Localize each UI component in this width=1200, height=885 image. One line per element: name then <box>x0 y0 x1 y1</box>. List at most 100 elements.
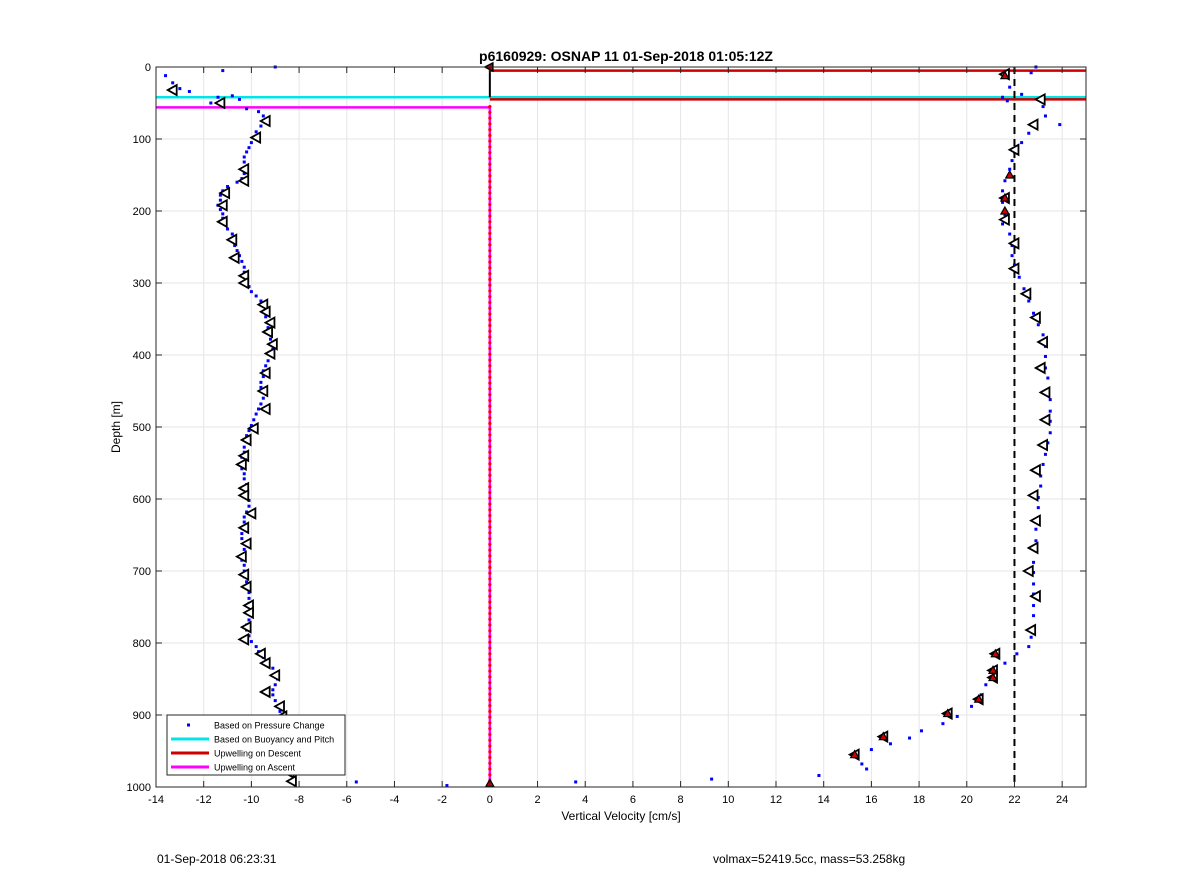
pressure-change-point <box>1003 179 1007 183</box>
buoyancy-pitch-marker <box>237 449 250 463</box>
pressure-change-point <box>1041 333 1045 337</box>
y-tick-label: 800 <box>133 638 151 650</box>
ascent-upwelling-point <box>488 727 492 731</box>
buoyancy-pitch-marker <box>1026 541 1039 555</box>
ascent-upwelling-point <box>488 335 492 339</box>
ascent-upwelling-point <box>488 715 492 719</box>
x-tick-label: 8 <box>678 794 684 806</box>
ascent-upwelling-point <box>488 485 492 489</box>
ascent-upwelling-point <box>488 709 492 714</box>
ascent-upwelling-point <box>488 260 492 264</box>
ascent-upwelling-point <box>488 462 492 466</box>
pressure-change-point <box>242 515 246 519</box>
buoyancy-pitch-marker <box>237 276 250 290</box>
ascent-upwelling-point <box>488 473 492 477</box>
pressure-change-point <box>235 180 239 184</box>
ascent-upwelling-point <box>488 571 492 575</box>
pressure-change-point <box>247 146 251 150</box>
ascent-upwelling-point <box>488 606 492 610</box>
ascent-upwelling-point <box>488 450 492 454</box>
pressure-change-point <box>240 532 244 536</box>
footer-timestamp: 01-Sep-2018 06:23:31 <box>157 852 277 866</box>
ascent-upwelling-point <box>488 560 492 564</box>
pressure-change-point <box>247 591 251 595</box>
ascent-upwelling-point <box>488 323 492 328</box>
pressure-change-point <box>1001 222 1005 226</box>
pressure-change-point <box>278 709 282 713</box>
ascent-upwelling-point <box>488 629 492 633</box>
x-axis-label: Vertical Velocity [cm/s] <box>561 809 680 823</box>
pressure-change-point <box>1029 71 1033 75</box>
ascent-upwelling-point <box>488 755 492 760</box>
ascent-upwelling-point <box>488 744 492 748</box>
pressure-change-point <box>209 101 213 105</box>
ascent-upwelling-point <box>488 249 492 253</box>
pressure-change-point <box>1008 85 1012 89</box>
ascent-upwelling-point <box>488 145 492 149</box>
ascent-upwelling-point <box>488 122 492 126</box>
ascent-upwelling-point <box>488 116 492 120</box>
ascent-upwelling-point <box>488 156 492 161</box>
ascent-upwelling-point <box>488 283 492 287</box>
pressure-change-point <box>264 315 268 319</box>
buoyancy-pitch-marker <box>1038 385 1051 399</box>
pressure-change-point <box>1041 105 1045 109</box>
pressure-change-point <box>1027 645 1031 649</box>
pressure-change-point <box>1032 614 1036 618</box>
buoyancy-pitch-marker <box>1033 361 1046 375</box>
ascent-upwelling-point <box>488 479 492 483</box>
ascent-upwelling-point <box>488 352 492 356</box>
buoyancy-pitch-marker <box>258 114 271 128</box>
ascent-upwelling-point <box>488 721 492 725</box>
ascent-upwelling-point <box>488 767 492 771</box>
descent-upwelling-marker <box>999 192 1010 202</box>
ascent-upwelling-point <box>488 508 492 512</box>
pressure-change-point <box>259 385 263 389</box>
legend: Based on Pressure Change Based on Buoyanc… <box>166 714 346 776</box>
grid <box>155 66 1086 788</box>
ascent-upwelling-point <box>488 387 492 391</box>
ascent-upwelling-point <box>488 542 492 546</box>
pressure-change-point <box>259 380 263 384</box>
pressure-change-point <box>242 520 246 524</box>
pressure-change-point <box>1034 527 1038 531</box>
buoyancy-pitch-marker <box>1033 92 1046 106</box>
pressure-change-point <box>164 74 168 78</box>
legend-label: Upwelling on Descent <box>214 749 302 759</box>
pressure-change-point <box>252 418 256 422</box>
ascent-upwelling-point <box>488 617 492 621</box>
pressure-change-point <box>226 185 230 189</box>
pressure-change-point <box>574 780 578 784</box>
descent-upwelling-marker <box>878 731 889 741</box>
buoyancy-pitch-marker <box>234 457 247 471</box>
y-tick-label: 1000 <box>127 782 151 794</box>
pressure-change-point <box>261 114 265 118</box>
pressure-change-point <box>1046 376 1050 380</box>
pressure-change-point <box>1001 95 1005 99</box>
pressure-change-point <box>919 729 923 733</box>
pressure-change-point <box>237 97 241 101</box>
pressure-change-point <box>247 429 251 433</box>
ascent-upwelling-point <box>488 151 492 155</box>
buoyancy-pitch-marker <box>1029 463 1041 477</box>
pressure-change-point <box>242 160 246 164</box>
ascent-upwelling-point <box>488 277 492 281</box>
buoyancy-pitch-marker <box>239 580 252 594</box>
pressure-change-point <box>1015 652 1019 656</box>
ascent-upwelling-point <box>488 669 492 673</box>
ascent-upwelling-point <box>488 358 492 362</box>
ascent-upwelling-point <box>488 133 492 137</box>
pressure-change-point <box>1003 661 1007 665</box>
buoyancy-pitch-marker <box>213 96 226 110</box>
ascent-upwelling-point <box>488 191 492 195</box>
ascent-upwelling-point <box>488 577 492 581</box>
pressure-change-point <box>249 640 253 644</box>
ascent-upwelling-point <box>488 162 492 166</box>
pressure-change-point <box>254 294 258 298</box>
pressure-change-point <box>264 364 268 368</box>
footer-volmax-mass: volmax=52419.5cc, mass=53.258kg <box>713 852 906 866</box>
ascent-upwelling-point <box>488 225 492 230</box>
pressure-change-point <box>1027 299 1031 303</box>
buoyancy-pitch-marker <box>1036 438 1048 452</box>
pressure-change-point <box>1032 604 1036 608</box>
